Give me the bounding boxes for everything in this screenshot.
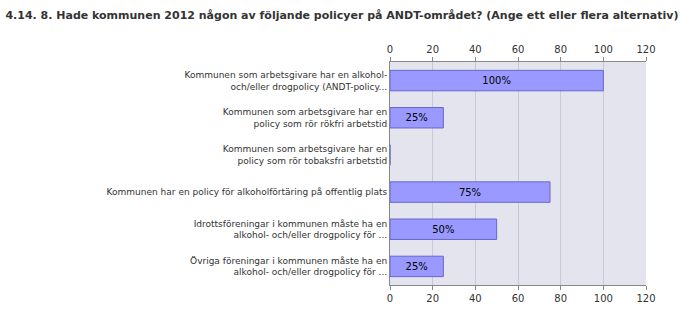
- svg-text:Kommunen som arbetsgivare har: Kommunen som arbetsgivare har enpolicy s…: [223, 144, 388, 166]
- svg-text:25%: 25%: [406, 261, 428, 272]
- svg-text:0: 0: [387, 44, 393, 55]
- svg-text:120: 120: [636, 293, 655, 304]
- svg-text:4.14. 8. Hade kommunen 2012 nå: 4.14. 8. Hade kommunen 2012 någon av föl…: [5, 9, 678, 22]
- svg-text:Kommunen har en policy för alk: Kommunen har en policy för alkoholförtär…: [107, 187, 388, 197]
- svg-text:80: 80: [554, 44, 567, 55]
- svg-text:100: 100: [594, 293, 613, 304]
- svg-text:40: 40: [469, 293, 482, 304]
- svg-text:20: 20: [426, 44, 439, 55]
- svg-text:60: 60: [512, 293, 525, 304]
- svg-text:Idrottsföreningar i kommunen m: Idrottsföreningar i kommunen måste ha en…: [194, 219, 388, 241]
- svg-text:50%: 50%: [432, 224, 454, 235]
- svg-text:120: 120: [636, 44, 655, 55]
- svg-text:20: 20: [426, 293, 439, 304]
- svg-text:75%: 75%: [459, 187, 481, 198]
- svg-text:100%: 100%: [482, 75, 511, 86]
- svg-text:100: 100: [594, 44, 613, 55]
- svg-text:0: 0: [387, 293, 393, 304]
- svg-text:Kommunen som arbetsgivare har: Kommunen som arbetsgivare har en alkohol…: [184, 70, 387, 92]
- svg-text:80: 80: [554, 293, 567, 304]
- svg-text:60: 60: [512, 44, 525, 55]
- svg-text:Övriga föreningar i kommunen m: Övriga föreningar i kommunen måste ha en…: [190, 256, 387, 278]
- svg-text:25%: 25%: [406, 112, 428, 123]
- svg-text:Kommunen som arbetsgivare har: Kommunen som arbetsgivare har enpolicy s…: [223, 107, 388, 129]
- svg-text:40: 40: [469, 44, 482, 55]
